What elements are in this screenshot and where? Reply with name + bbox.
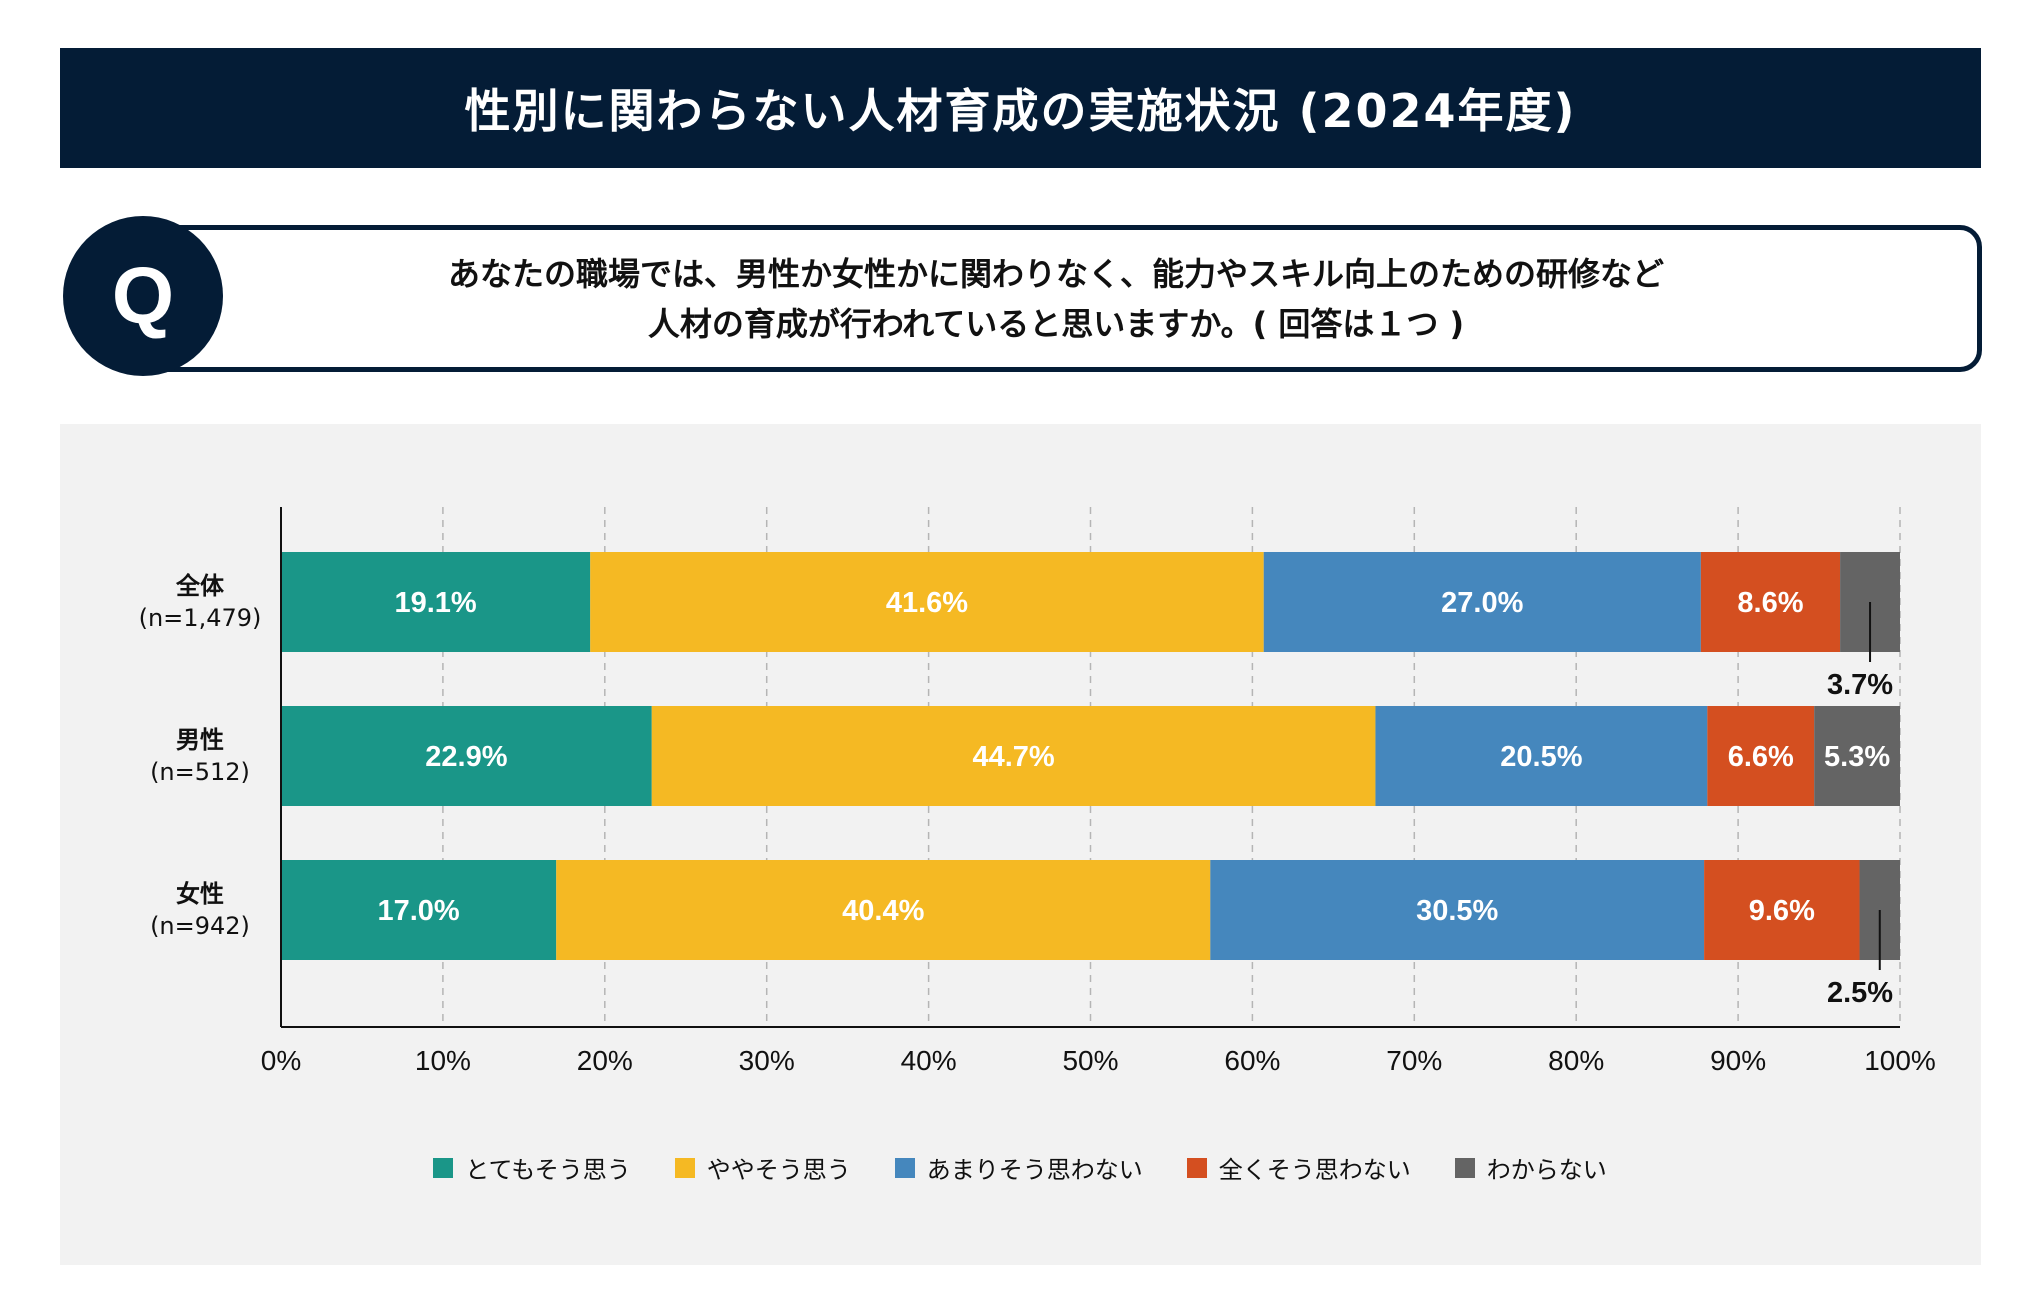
bar-segment [1700,552,1841,652]
x-tick-label: 0% [261,1045,301,1076]
category-label: 男性 [176,726,224,754]
bar-segment [1707,706,1815,806]
x-tick-label: 70% [1386,1045,1442,1076]
data-label: 2.5% [1827,977,1893,1009]
bar-segment [1263,552,1701,652]
data-label: 22.9% [425,741,507,773]
bar-segment [1210,860,1705,960]
x-tick-label: 20% [577,1045,633,1076]
legend-label: ややそう思う [706,1156,851,1184]
legend-label: あまりそう思わない [926,1156,1143,1184]
category-n: (n=512) [150,758,250,786]
data-label: 44.7% [972,741,1054,773]
bar-segment [556,860,1211,960]
question-box: あなたの職場では、男性か女性かに関わりなく、能力やスキル向上のための研修など 人… [130,225,1982,372]
data-label: 41.6% [886,587,968,619]
legend-swatch [1186,1157,1207,1178]
data-label: 17.0% [377,895,459,927]
x-tick-label: 90% [1710,1045,1766,1076]
data-label: 19.1% [394,587,476,619]
x-tick-label: 100% [1864,1045,1936,1076]
x-tick-label: 50% [1062,1045,1118,1076]
x-tick-label: 80% [1548,1045,1604,1076]
data-label: 3.7% [1827,669,1893,701]
bar-segment [281,860,557,960]
legend-swatch [894,1157,915,1178]
bar-segment [281,552,591,652]
bar-segment [1814,706,1900,806]
data-label: 40.4% [842,895,924,927]
data-label: 20.5% [1500,741,1582,773]
bar-segment [1704,860,1860,960]
category-n: (n=942) [150,912,250,940]
x-tick-label: 60% [1224,1045,1280,1076]
data-label: 5.3% [1824,741,1890,773]
q-badge: Q [63,216,223,376]
page-title: 性別に関わらない人材育成の実施状況 (2024年度) [60,48,1981,168]
category-n: (n=1,479) [139,604,262,632]
bar-segment [651,706,1376,806]
data-label: 30.5% [1416,895,1498,927]
question-line-1: あなたの職場では、男性か女性かに関わりなく、能力やスキル向上のための研修など [447,254,1664,293]
data-label: 8.6% [1737,587,1803,619]
legend-swatch [1454,1157,1475,1178]
legend-item: あまりそう思わない [894,1150,1143,1185]
legend-label: わからない [1486,1156,1607,1184]
legend-item: 全くそう思わない [1186,1150,1411,1185]
bar-segment [1375,706,1708,806]
question-line-2: 人材の育成が行われていると思いますか。( 回答は１つ ) [647,304,1465,343]
legend-item: とてもそう思う [433,1150,631,1185]
bar-segment [281,706,652,806]
data-label: 9.6% [1749,895,1815,927]
category-label: 女性 [176,880,224,908]
legend-item: わからない [1454,1150,1607,1185]
legend-swatch [674,1157,695,1178]
category-label: 全体 [175,572,225,600]
legend-label: 全くそう思わない [1218,1156,1411,1184]
legend-label: とてもそう思う [465,1156,631,1184]
legend: とてもそう思う ややそう思う あまりそう思わない 全くそう思わない わからない [0,1150,2040,1185]
x-tick-label: 40% [901,1045,957,1076]
legend-item: ややそう思う [674,1150,851,1185]
data-label: 27.0% [1441,587,1523,619]
data-label: 6.6% [1728,741,1794,773]
legend-swatch [433,1157,454,1178]
x-tick-label: 10% [415,1045,471,1076]
x-tick-label: 30% [739,1045,795,1076]
bar-segment [590,552,1264,652]
